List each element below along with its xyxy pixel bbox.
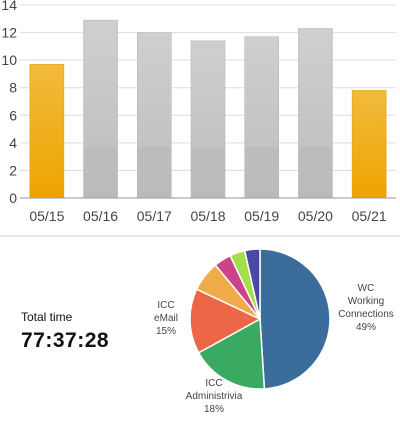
bar-05-21[interactable]: [351, 90, 387, 199]
total-time-value: 77:37:28: [21, 329, 110, 352]
x-tick-label: 05/15: [29, 208, 64, 224]
x-tick-label: 05/16: [83, 208, 118, 224]
pie-slice-0[interactable]: [259, 248, 331, 390]
section-divider: [0, 235, 400, 237]
y-tick-label: 0: [9, 190, 17, 206]
total-time-block: Total time 77:37:28: [21, 310, 109, 353]
total-time-label: Total time: [21, 310, 73, 324]
bar-shade: [244, 146, 279, 198]
x-tick-label: 05/18: [190, 208, 225, 224]
y-tick-label: 14: [1, 0, 17, 13]
pie-label-1: ICC Administrivia 18%: [186, 378, 243, 415]
y-tick-label: 6: [9, 107, 17, 123]
y-tick-label: 2: [9, 162, 17, 178]
pie-label-0: WC Working Connections 49%: [338, 283, 394, 333]
x-tick-label: 05/19: [244, 208, 279, 224]
pie-slice-1[interactable]: [197, 317, 266, 390]
y-tick-label: 4: [9, 135, 17, 151]
y-tick-label: 10: [1, 52, 17, 68]
bar-shade: [298, 146, 333, 198]
category-pie-chart: WC Working Connections 49% ICC Administrivia 1…: [154, 248, 394, 415]
x-tick-label: 05/21: [352, 208, 387, 224]
pie-slice-2[interactable]: [189, 288, 262, 354]
y-tick-label: 8: [9, 80, 17, 96]
bar-shade: [137, 146, 172, 198]
y-tick-label: 12: [1, 25, 17, 41]
x-tick-label: 05/20: [298, 208, 333, 224]
pie-slice-6[interactable]: [243, 248, 261, 320]
bar-shade: [83, 146, 118, 198]
bar-shade: [191, 146, 225, 198]
x-tick-label: 05/17: [137, 208, 172, 224]
daily-hours-bar-chart: 0 2 4 6 8 10 12 14 05/15 05/16 05/17 05/18 05/19 05/2…: [1, 0, 396, 224]
pie-label-2: ICC eMail 15%: [154, 300, 178, 337]
bar-05-15[interactable]: [29, 63, 65, 199]
